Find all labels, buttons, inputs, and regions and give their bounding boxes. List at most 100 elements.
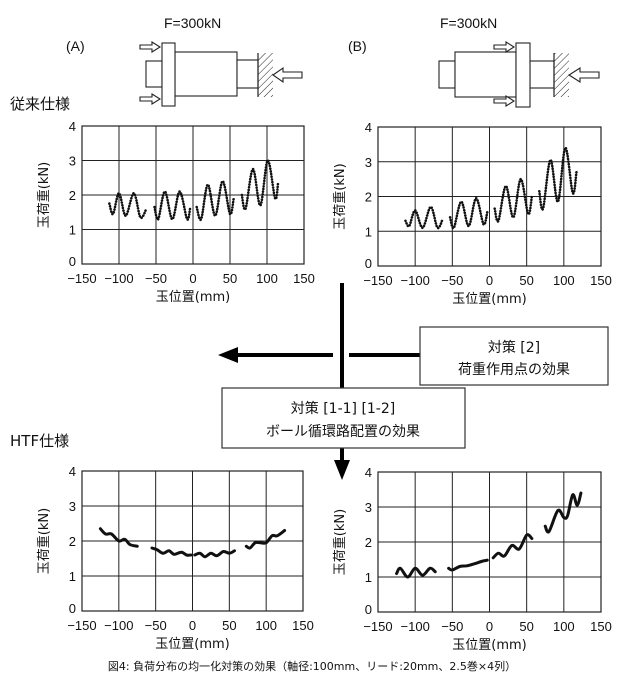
measure-1-desc: ボール循環路配置の効果 <box>266 424 420 440</box>
load-curve-row-1 <box>108 191 148 220</box>
shaft-end <box>145 60 163 88</box>
measure-2-title: 対策 [2] <box>488 339 540 356</box>
chart-htf-B: −150 −100 −50 0 50 100 150 0 1 2 3 4 玉位置(mm) 玉荷重(kN) <box>332 465 612 653</box>
load-curve-row-2 <box>448 196 489 230</box>
plot-frame <box>377 471 602 613</box>
load-curve-row-4 <box>543 491 583 534</box>
x-tick-label: 0 <box>486 273 493 288</box>
x-axis-label: 玉位置(mm) <box>452 292 526 307</box>
shaft-end <box>438 60 456 89</box>
y-tick-label: 0 <box>69 601 76 616</box>
x-tick-label: 150 <box>292 618 314 633</box>
y-axis-label: 玉荷重(kN) <box>332 163 348 229</box>
ball-screw-diagram-a: (A) F=300kN <box>66 15 303 107</box>
load-curve-row-3 <box>493 177 534 223</box>
section-title-htf: HTF仕様 <box>10 432 69 450</box>
x-tick-label: 150 <box>293 271 315 286</box>
y-tick-label: 3 <box>365 155 372 170</box>
x-tick-label: 0 <box>189 618 196 633</box>
x-tick-label: 50 <box>519 273 533 288</box>
force-arrow-icon <box>139 93 162 105</box>
force-arrow-icon <box>139 41 162 53</box>
load-curve-row-2 <box>150 546 193 557</box>
y-tick-label: 4 <box>365 120 372 135</box>
x-axis-label: 玉位置(mm) <box>452 638 526 653</box>
y-tick-label: 2 <box>69 188 76 203</box>
arrow-left-icon <box>218 347 238 363</box>
y-tick-label: 0 <box>365 602 372 617</box>
nut-body <box>454 51 517 98</box>
x-tick-label: −50 <box>441 619 463 634</box>
x-tick-label: −100 <box>104 618 133 633</box>
x-tick-label: −50 <box>145 618 167 633</box>
y-tick-label: 2 <box>365 535 372 550</box>
load-curve-row-1 <box>98 527 139 548</box>
measure-2-box: 対策 [2] 荷重作用点の効果 <box>419 326 609 386</box>
x-tick-label: 0 <box>189 271 196 286</box>
x-tick-label: 50 <box>223 271 237 286</box>
x-tick-label: −100 <box>401 619 430 634</box>
nut-flange <box>161 42 176 107</box>
y-tick-label: 1 <box>365 224 372 239</box>
x-tick-label: 100 <box>255 618 277 633</box>
plot-frame <box>377 126 602 267</box>
load-curve-row-1 <box>395 566 437 579</box>
fixed-wall <box>258 53 273 97</box>
load-curve-row-4 <box>538 146 578 211</box>
force-arrow-icon <box>493 41 516 53</box>
chart-htf-A: −150 −100 −50 0 50 100 150 0 1 2 3 4 玉位置(mm) 玉荷重(kN) <box>36 464 314 652</box>
y-axis-label: 玉荷重(kN) <box>36 508 52 574</box>
fixed-wall <box>554 53 569 97</box>
x-tick-label: −150 <box>67 271 96 286</box>
load-curve-row-3 <box>491 533 534 560</box>
nut-body <box>174 51 238 97</box>
y-tick-label: 0 <box>69 254 76 269</box>
x-tick-label: 100 <box>256 271 278 286</box>
x-tick-label: −100 <box>104 271 133 286</box>
load-curve-row-3 <box>193 549 236 559</box>
y-tick-label: 2 <box>365 190 372 205</box>
charts: −150 −100 −50 0 50 100 15001234玉位置(mm)玉荷重(kN)−… <box>36 119 612 653</box>
y-tick-label: 1 <box>69 569 76 584</box>
x-axis-label: 玉位置(mm) <box>155 637 229 652</box>
force-label-a: F=300kN <box>164 15 221 31</box>
y-tick-label: 4 <box>69 464 76 479</box>
label-a: (A) <box>66 38 85 54</box>
load-curve-row-4 <box>244 529 287 550</box>
force-arrow-icon <box>493 95 516 107</box>
chart-conventional-B: −150 −100 −50 0 50 100 150 0 1 2 3 4 玉位置(mm) 玉荷重(kN) <box>332 120 612 307</box>
figure-caption: 図4: 負荷分布の均一化対策の効果（軸径:100mm、リード:20mm、2.5巻… <box>108 659 516 673</box>
measure-1-title: 対策 [1-1] [1-2] <box>291 400 395 417</box>
y-axis-label: 玉荷重(kN) <box>332 509 348 575</box>
y-tick-label: 1 <box>365 570 372 585</box>
y-tick-label: 3 <box>69 154 76 169</box>
y-axis-label: 玉荷重(kN) <box>36 162 52 228</box>
ball-screw-diagram-b: (B) F=300kN <box>348 15 600 108</box>
measure-2-desc: 荷重作用点の効果 <box>458 362 570 378</box>
x-tick-label: −150 <box>363 273 392 288</box>
reaction-arrow-icon <box>567 66 600 84</box>
x-tick-label: 0 <box>486 619 493 634</box>
shaft-neck <box>529 60 555 89</box>
x-tick-label: 150 <box>590 273 612 288</box>
x-tick-label: −50 <box>441 273 463 288</box>
x-tick-label: −100 <box>401 273 430 288</box>
measure-1-box: 対策 [1-1] [1-2] ボール循環路配置の効果 <box>221 387 466 449</box>
load-curve-row-2 <box>153 190 192 221</box>
y-tick-label: 3 <box>69 499 76 514</box>
x-tick-label: −150 <box>363 619 392 634</box>
arrow-down-icon <box>334 460 350 480</box>
flow-arrows <box>218 283 420 480</box>
x-tick-label: 50 <box>222 618 236 633</box>
load-curve-row-2 <box>447 558 489 572</box>
y-tick-label: 4 <box>365 465 372 480</box>
load-curve-row-1 <box>404 205 444 230</box>
section-title-conventional: 従来仕様 <box>10 95 70 113</box>
plot-frame <box>81 125 305 265</box>
label-b: (B) <box>348 38 367 54</box>
x-tick-label: 50 <box>519 619 533 634</box>
nut-flange <box>515 42 531 108</box>
x-tick-label: −50 <box>145 271 167 286</box>
x-tick-label: 100 <box>553 619 575 634</box>
